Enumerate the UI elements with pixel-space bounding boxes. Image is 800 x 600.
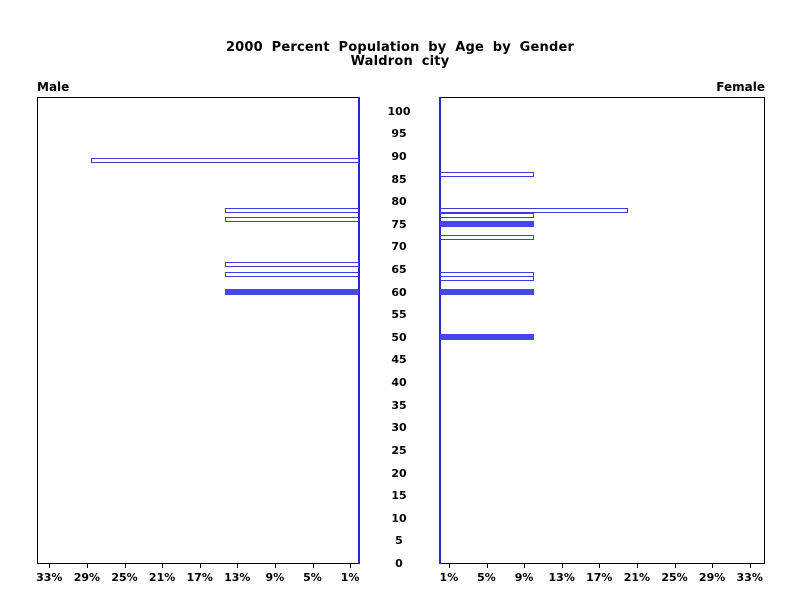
female-pct-tick-label-17: 17% <box>586 571 613 584</box>
male-pct-tick-label-13: 13% <box>224 571 251 584</box>
female-panel-frame <box>440 97 765 564</box>
female-pct-tick-13 <box>561 563 563 568</box>
male-pct-tick-21 <box>162 563 164 568</box>
age-tick-label-20: 20 <box>391 466 407 480</box>
bar-male-age-66 <box>225 262 360 268</box>
female-pct-tick-label-1: 1% <box>439 571 459 584</box>
male-pct-tick-label-21: 21% <box>148 571 176 584</box>
female-pct-tick-label-5: 5% <box>477 571 496 584</box>
male-pct-tick-9 <box>274 563 276 568</box>
age-tick-label-85: 85 <box>391 172 407 186</box>
age-tick-label-80: 80 <box>391 195 407 209</box>
bar-male-age-78 <box>225 208 360 214</box>
chart-subtitle: Waldron city <box>350 54 450 69</box>
age-tick-label-30: 30 <box>391 421 407 435</box>
age-tick-label-25: 25 <box>391 443 407 457</box>
age-tick-label-65: 65 <box>391 263 407 276</box>
female-pct-tick-33 <box>749 563 751 568</box>
bar-female-age-60 <box>439 289 534 296</box>
bar-female-age-63 <box>439 276 534 282</box>
age-tick-label-10: 10 <box>391 511 407 525</box>
age-tick-label-15: 15 <box>391 489 407 503</box>
bar-female-age-75 <box>439 221 534 228</box>
bar-male-age-64 <box>225 271 360 277</box>
female-pct-tick-label-29: 29% <box>698 571 726 584</box>
chart-title: 2000 Percent Population by Age by Gender <box>225 40 575 55</box>
female-pct-tick-label-9: 9% <box>514 571 534 584</box>
male-pct-tick-29 <box>86 563 88 568</box>
age-tick-label-100: 100 <box>387 104 411 118</box>
bar-female-age-64 <box>439 271 534 277</box>
male-panel-frame <box>37 97 360 564</box>
female-pct-tick-5 <box>486 563 488 568</box>
age-tick-label-95: 95 <box>391 127 407 141</box>
bar-male-age-76 <box>225 217 360 223</box>
bar-female-age-78 <box>439 208 628 214</box>
male-pct-tick-17 <box>199 563 201 568</box>
age-tick-label-35: 35 <box>391 398 407 412</box>
bar-male-age-89 <box>90 158 360 164</box>
female-pct-tick-label-21: 21% <box>623 571 651 584</box>
female-pct-tick-label-13: 13% <box>548 571 575 584</box>
female-pct-tick-29 <box>712 563 714 568</box>
female-pct-tick-label-25: 25% <box>661 571 688 584</box>
female-panel-label: Female <box>716 80 765 94</box>
male-panel-label: Male <box>37 80 70 94</box>
female-pct-tick-9 <box>524 563 526 568</box>
bar-female-age-50 <box>439 334 534 341</box>
age-tick-label-5: 5 <box>395 534 403 548</box>
male-pct-tick-1 <box>350 563 352 568</box>
age-tick-label-75: 75 <box>391 217 407 231</box>
male-pct-tick-33 <box>49 563 51 568</box>
bar-female-age-72 <box>439 235 534 241</box>
female-pct-tick-label-33: 33% <box>736 571 763 584</box>
male-pct-tick-5 <box>312 563 314 568</box>
age-tick-label-40: 40 <box>391 376 407 390</box>
age-tick-label-50: 50 <box>391 330 407 344</box>
age-tick-label-45: 45 <box>391 353 407 367</box>
male-pct-tick-label-5: 5% <box>303 571 322 584</box>
male-age-axis-line <box>358 97 360 564</box>
bar-male-age-60 <box>225 289 360 296</box>
age-tick-label-60: 60 <box>391 285 407 299</box>
age-tick-label-70: 70 <box>391 240 407 254</box>
male-pct-tick-label-25: 25% <box>111 571 138 584</box>
male-pct-tick-label-9: 9% <box>265 571 285 584</box>
age-tick-label-90: 90 <box>391 149 407 163</box>
male-pct-tick-25 <box>124 563 126 568</box>
male-pct-tick-label-29: 29% <box>73 571 101 584</box>
male-pct-tick-label-1: 1% <box>340 571 360 584</box>
bar-female-age-86 <box>439 172 534 178</box>
age-tick-label-0: 0 <box>395 557 403 570</box>
bar-female-age-77 <box>439 212 534 218</box>
female-pct-tick-21 <box>636 563 638 568</box>
female-pct-tick-1 <box>448 563 450 568</box>
female-pct-tick-17 <box>599 563 601 568</box>
female-age-axis-line <box>439 97 441 564</box>
male-pct-tick-13 <box>237 563 239 568</box>
age-tick-label-55: 55 <box>391 308 407 322</box>
female-pct-tick-25 <box>674 563 676 568</box>
male-pct-tick-label-17: 17% <box>186 571 213 584</box>
male-pct-tick-label-33: 33% <box>36 571 63 584</box>
